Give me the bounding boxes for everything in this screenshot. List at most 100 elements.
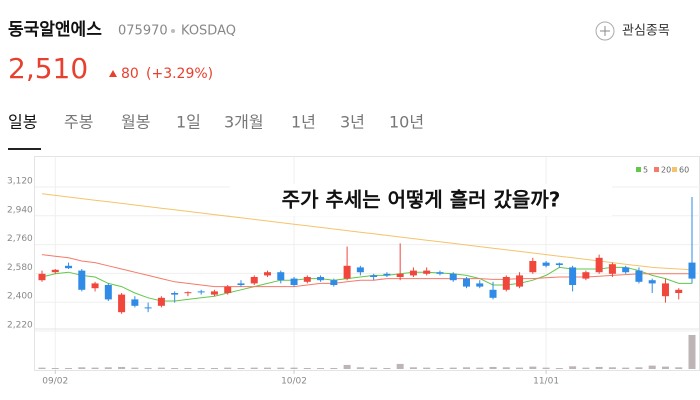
candle-body [502, 277, 510, 290]
candle-body [38, 273, 46, 281]
volume-bar [343, 364, 351, 369]
candle-body [330, 280, 338, 285]
x-tick-label: 09/02 [42, 377, 68, 387]
volume-bar [489, 366, 497, 369]
volume-bar [91, 367, 99, 369]
volume-bar [569, 366, 577, 369]
tab[interactable]: 10년 [389, 113, 424, 132]
candle-body [622, 267, 630, 273]
candle-body [303, 277, 311, 282]
candle-body [383, 273, 391, 276]
volume-bar [104, 367, 112, 369]
volume-bar [595, 366, 603, 369]
volume-bar [476, 367, 484, 369]
annotation: 주가 추세는 어떻게 흘러 갔을까? [282, 188, 561, 212]
candle-body [608, 264, 616, 274]
candle-body [131, 299, 139, 306]
candle-body [184, 292, 192, 294]
volume-bar [622, 367, 630, 369]
tabs: 일봉 주봉 월봉 1일 3개월 1년 3년 10년 [8, 113, 424, 132]
y-tick-label: 2,580 [7, 263, 33, 273]
annotation-box [230, 184, 612, 216]
candle-body [356, 267, 364, 273]
y-tick-label: 2,760 [7, 234, 33, 244]
candle-body [250, 277, 258, 284]
volume-bar [317, 367, 325, 369]
y-tick-label: 2,940 [7, 205, 33, 215]
legend-label: 20 [661, 166, 671, 175]
candle-body [224, 286, 232, 293]
candle-body [144, 307, 152, 309]
legend-label: 5 [643, 166, 648, 175]
stock-code: 075970 [118, 24, 168, 39]
candle-body [157, 297, 165, 306]
candle-body [104, 285, 112, 300]
legend-swatch [654, 167, 659, 172]
candle-body [436, 272, 444, 274]
volume-bar [502, 367, 510, 369]
y-tick-label: 2,220 [7, 321, 33, 331]
volume-bar [303, 367, 311, 369]
tab[interactable]: 일봉 [8, 113, 37, 132]
candle-body [317, 277, 325, 281]
volume-bar [555, 367, 563, 369]
candle-body [569, 267, 577, 285]
volume-bar [383, 367, 391, 369]
tab[interactable]: 1년 [291, 113, 316, 132]
volume-bar [131, 367, 139, 369]
market: KOSDAQ [181, 24, 236, 39]
candle-body [582, 272, 590, 279]
volume-bar [171, 367, 179, 369]
up-arrow [109, 70, 117, 77]
candle-body [648, 280, 656, 284]
candle-body [171, 293, 179, 295]
volume-bar [51, 367, 59, 369]
candle-body [635, 270, 643, 282]
change: 80 [121, 66, 139, 82]
volume-bar [449, 367, 457, 369]
volume-bar [224, 367, 232, 369]
legend-swatch [672, 167, 677, 172]
volume-bar [635, 367, 643, 369]
candle-body [423, 270, 431, 274]
tab[interactable]: 주봉 [64, 113, 93, 132]
candle-body [409, 270, 417, 276]
legend-swatch [636, 167, 641, 172]
candle-body [688, 262, 696, 279]
candle-body [78, 270, 86, 290]
tab[interactable]: 월봉 [121, 113, 150, 132]
candle-body [65, 265, 73, 269]
volume-bar [250, 367, 258, 369]
plus-icon [595, 21, 615, 41]
volume-bar [210, 367, 218, 369]
candle-body [529, 261, 537, 273]
volume-bar [290, 367, 298, 369]
plus-sign [600, 26, 610, 36]
volume-bar [529, 366, 537, 369]
tab[interactable]: 3개월 [224, 113, 264, 132]
moving-average [41, 254, 692, 288]
volume-bar [409, 367, 417, 369]
candle-body [197, 291, 205, 293]
volume-bar [396, 363, 404, 369]
y-tick-label: 2,400 [7, 292, 33, 302]
volume-bar [582, 367, 590, 369]
candle-body [489, 289, 497, 298]
candle-body [290, 278, 298, 285]
volume-bar [436, 367, 444, 369]
watch-label: 관심종목 [622, 24, 670, 39]
separator [171, 29, 175, 33]
candle-body [516, 275, 524, 287]
candle-body [210, 291, 218, 295]
candle-body [343, 265, 351, 279]
candle-body [462, 278, 470, 287]
tab[interactable]: 3년 [340, 113, 365, 132]
y-tick-label: 3,120 [7, 177, 33, 187]
volume-bar [688, 335, 696, 369]
watch-button[interactable]: 관심종목 [595, 21, 670, 41]
volume-bar [237, 367, 245, 369]
tab[interactable]: 1일 [176, 113, 201, 132]
candle-body [264, 272, 272, 276]
